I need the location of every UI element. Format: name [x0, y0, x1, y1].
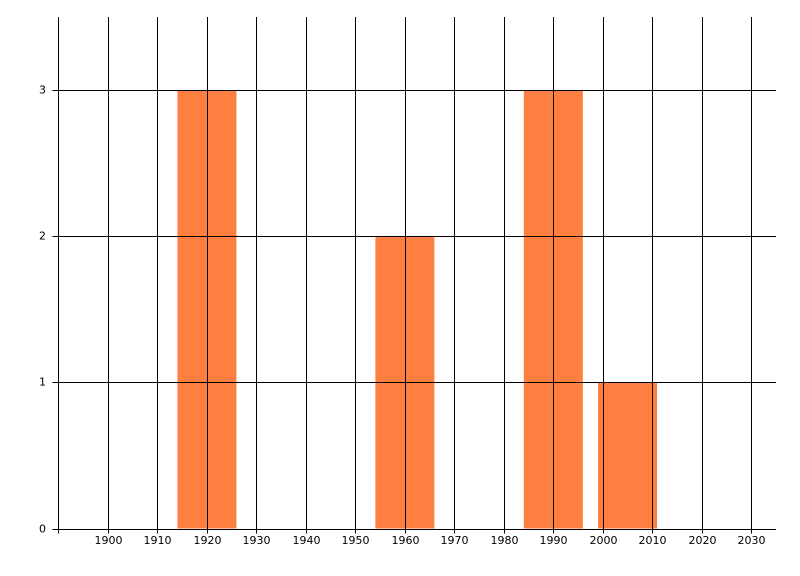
x-tick-label: 2000	[590, 534, 618, 547]
x-tick-label: 1940	[293, 534, 321, 547]
x-tick-label: 1910	[144, 534, 172, 547]
x-tick-label: 1920	[194, 534, 222, 547]
x-tick-label: 1900	[95, 534, 123, 547]
x-tick-label: 1970	[441, 534, 469, 547]
bar	[177, 90, 237, 529]
x-tick-label: 1930	[243, 534, 271, 547]
x-tick-label: 2010	[639, 534, 667, 547]
x-tick-label: 2020	[689, 534, 717, 547]
x-tick-label: 2030	[738, 534, 766, 547]
x-tick-label: 1980	[491, 534, 519, 547]
x-tick-label: 1950	[342, 534, 370, 547]
bar	[598, 382, 658, 529]
y-tick-label: 2	[39, 230, 46, 243]
y-tick-label: 3	[39, 84, 46, 97]
x-tick-label: 1990	[540, 534, 568, 547]
y-tick-label: 0	[39, 523, 46, 536]
y-tick-label: 1	[39, 376, 46, 389]
x-tick-label: 1960	[392, 534, 420, 547]
